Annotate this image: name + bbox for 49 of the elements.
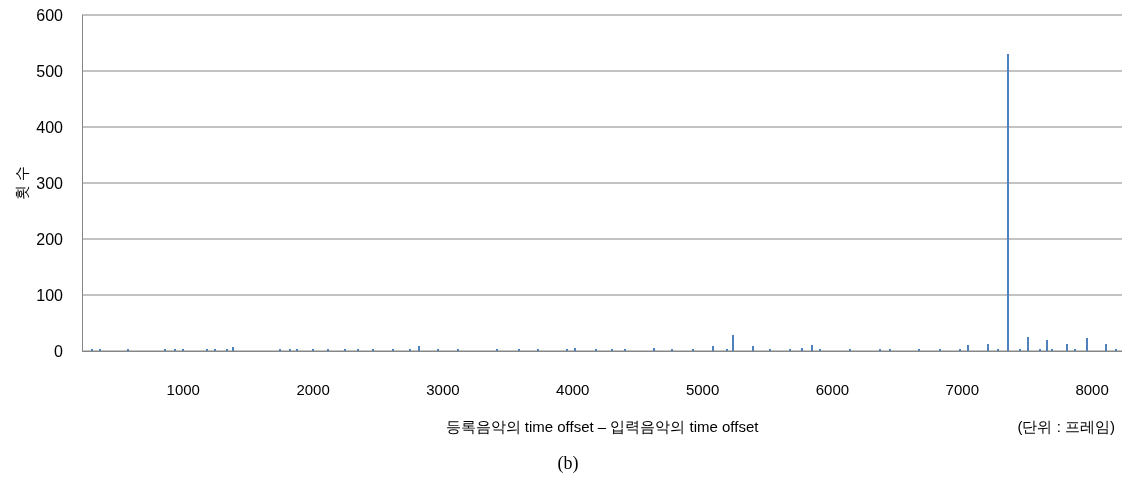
x-axis-title: 등록음악의 time offset – 입력음악의 time offset [445, 418, 760, 435]
y-tick-label: 400 [36, 118, 64, 136]
y-tick-label: 300 [36, 174, 64, 192]
y-axis-title: 횟 수 [13, 165, 30, 201]
bar [997, 348, 1000, 351]
bar [595, 348, 598, 351]
text: (b) [557, 453, 579, 474]
y-tick-label: 100 [36, 286, 64, 304]
bar [1046, 340, 1049, 351]
bar [392, 348, 395, 351]
bar [574, 348, 577, 351]
bar [1027, 337, 1030, 351]
text: (단위 : 프레임) [1017, 418, 1115, 435]
bar [566, 348, 569, 351]
y-tick-label: 200 [36, 230, 64, 248]
bar [214, 348, 217, 351]
x-tick-label: 3000 [426, 381, 460, 398]
x-tick-label: 8000 [1075, 381, 1109, 398]
bar [232, 347, 235, 351]
x-tick-label: 2000 [296, 381, 330, 398]
x-tick-label: 5000 [685, 381, 720, 398]
bar [1086, 338, 1089, 351]
y-tick-label: 600 [36, 6, 64, 24]
bar [174, 348, 177, 351]
x-tick-label: 4000 [556, 381, 590, 398]
bar [692, 348, 695, 351]
bar [1074, 348, 1077, 351]
bar [732, 335, 735, 351]
y-tick-label: 0 [54, 342, 64, 360]
bar [712, 345, 715, 351]
bar [1006, 54, 1009, 351]
bar [959, 348, 962, 351]
bar [726, 348, 729, 351]
bar [752, 345, 755, 351]
x-tick-label: 7000 [945, 381, 979, 398]
bar [653, 348, 656, 351]
bar [1066, 344, 1069, 351]
bar [437, 348, 440, 351]
x-tick-label: 1000 [166, 381, 200, 398]
bar [987, 344, 990, 351]
bar [418, 345, 421, 351]
bar [811, 344, 814, 351]
bar [1105, 343, 1108, 351]
bar [1019, 348, 1022, 351]
bar [327, 348, 330, 351]
x-tick-label: 6000 [815, 381, 850, 398]
bar [537, 348, 540, 351]
y-tick-label: 500 [36, 62, 64, 80]
bar [967, 345, 970, 351]
